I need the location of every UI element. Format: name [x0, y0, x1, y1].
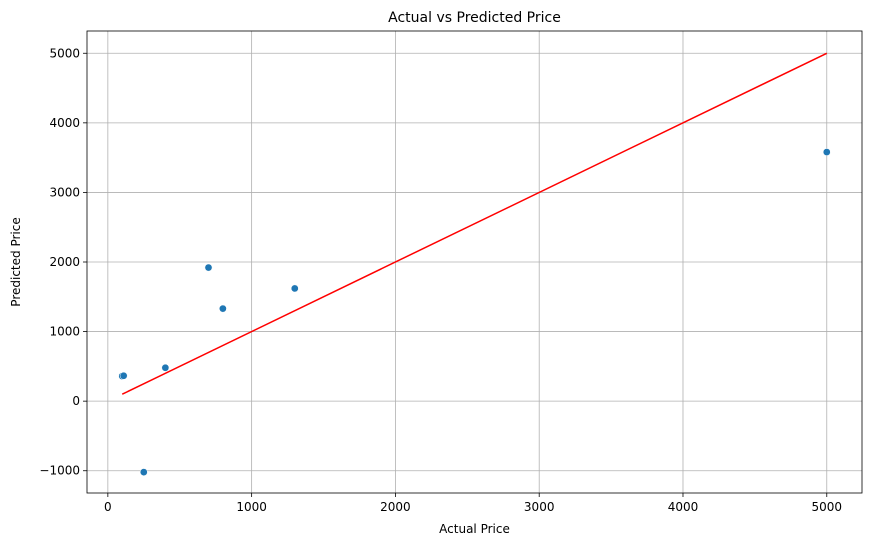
data-point: [161, 363, 170, 372]
y-tick-label: 0: [72, 394, 80, 408]
data-point: [119, 371, 128, 380]
y-tick-label: 4000: [49, 116, 80, 130]
data-point: [219, 304, 227, 313]
points-layer: [118, 148, 831, 476]
data-point: [204, 263, 213, 272]
y-tick-label: 2000: [49, 255, 80, 269]
y-axis-title: Predicted Price: [9, 217, 23, 306]
y-tick-label: 3000: [49, 185, 80, 199]
x-tick-label: 0: [104, 500, 112, 514]
y-tick-label: 1000: [49, 325, 80, 339]
x-axis-ticks: 0 1000 2000 3000 4000 5000: [104, 493, 842, 514]
data-point: [290, 284, 299, 293]
data-point: [822, 148, 831, 156]
y-axis-ticks: −1000 0 1000 2000 3000 4000 5000: [39, 46, 87, 478]
x-tick-label: 2000: [380, 500, 411, 514]
grid: [87, 31, 862, 493]
data-point: [139, 468, 148, 476]
x-tick-label: 1000: [236, 500, 267, 514]
x-tick-label: 3000: [524, 500, 555, 514]
reference-line: [121, 52, 828, 395]
y-tick-label: 5000: [49, 46, 80, 60]
x-axis-title: Actual Price: [439, 522, 510, 536]
chart-title: Actual vs Predicted Price: [388, 10, 561, 26]
reference-line-layer: [121, 52, 828, 395]
y-tick-label: −1000: [39, 464, 80, 478]
x-tick-label: 4000: [668, 500, 699, 514]
x-tick-label: 5000: [811, 500, 842, 514]
